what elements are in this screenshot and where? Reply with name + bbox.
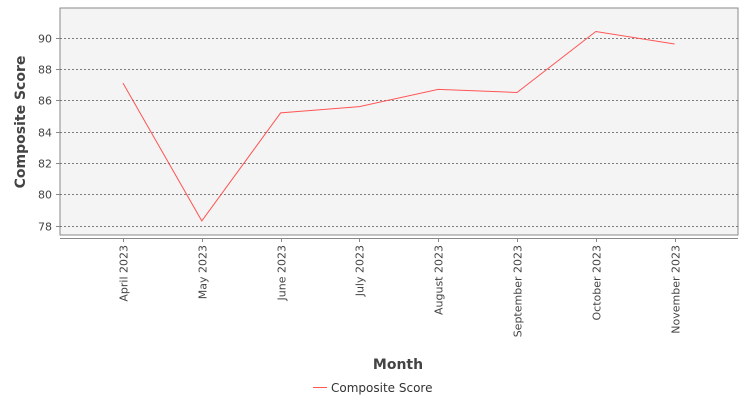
legend: Composite Score [313, 381, 432, 395]
y-tick-label: 78 [38, 221, 52, 234]
x-tick-label: August 2023 [433, 245, 446, 315]
gridlines [60, 38, 738, 227]
y-tick-label: 82 [38, 158, 52, 171]
x-axis-title: Month [373, 357, 423, 373]
x-tick-label: May 2023 [197, 245, 210, 299]
x-tick-label: July 2023 [354, 245, 367, 297]
x-tick-label: October 2023 [591, 245, 604, 321]
y-axis-title: Composite Score [13, 56, 29, 189]
y-axis-ticks: 78 80 82 84 86 88 90 [38, 33, 60, 234]
plot-area [59, 7, 739, 236]
x-axis-ticks: April 2023 May 2023 June 2023 July 2023 Augu… [118, 238, 683, 337]
legend-label-composite-score: Composite Score [331, 381, 432, 395]
x-tick-label: November 2023 [670, 245, 683, 334]
x-tick-label: June 2023 [276, 245, 289, 301]
y-tick-label: 80 [38, 189, 52, 202]
x-tick-label: September 2023 [512, 245, 525, 337]
y-tick-label: 84 [38, 127, 52, 140]
series-line-composite-score [122, 30, 675, 222]
y-tick-label: 88 [38, 64, 52, 77]
x-tick-label: April 2023 [118, 245, 131, 302]
y-tick-label: 86 [38, 95, 52, 108]
y-tick-label: 90 [38, 33, 52, 46]
